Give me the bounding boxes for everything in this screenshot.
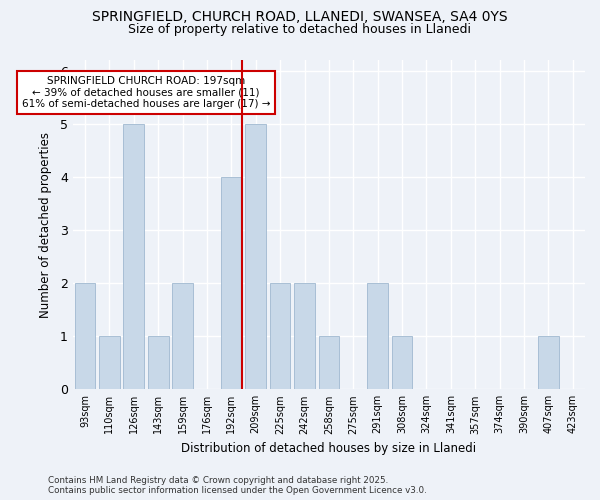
Bar	[319, 336, 339, 390]
Bar	[392, 336, 412, 390]
Text: SPRINGFIELD, CHURCH ROAD, LLANEDI, SWANSEA, SA4 0YS: SPRINGFIELD, CHURCH ROAD, LLANEDI, SWANS…	[92, 10, 508, 24]
Bar	[538, 336, 559, 390]
Text: Contains HM Land Registry data © Crown copyright and database right 2025.
Contai: Contains HM Land Registry data © Crown c…	[48, 476, 427, 495]
Bar	[245, 124, 266, 390]
Bar	[367, 283, 388, 390]
Bar	[99, 336, 120, 390]
Bar	[148, 336, 169, 390]
Text: Size of property relative to detached houses in Llanedi: Size of property relative to detached ho…	[128, 22, 472, 36]
Bar	[74, 283, 95, 390]
Bar	[270, 283, 290, 390]
X-axis label: Distribution of detached houses by size in Llanedi: Distribution of detached houses by size …	[181, 442, 476, 455]
Bar	[172, 283, 193, 390]
Y-axis label: Number of detached properties: Number of detached properties	[38, 132, 52, 318]
Text: SPRINGFIELD CHURCH ROAD: 197sqm
← 39% of detached houses are smaller (11)
61% of: SPRINGFIELD CHURCH ROAD: 197sqm ← 39% of…	[22, 76, 270, 109]
Bar	[294, 283, 315, 390]
Bar	[124, 124, 144, 390]
Bar	[221, 177, 242, 390]
